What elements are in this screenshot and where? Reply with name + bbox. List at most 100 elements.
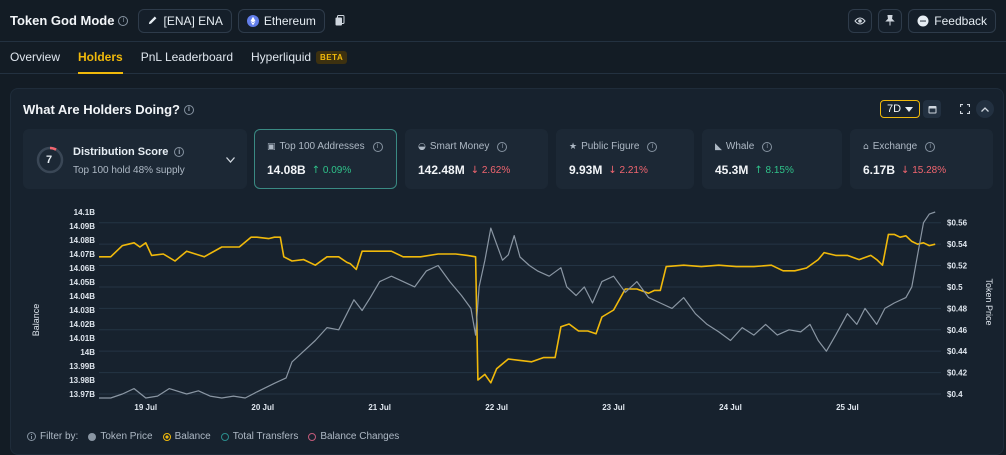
chevron-up-icon — [981, 106, 989, 112]
eye-icon — [854, 17, 866, 24]
y-tick-label: 13.99B — [69, 362, 95, 371]
watch-button[interactable] — [848, 8, 873, 33]
holders-panel: What Are Holders Doing? i 7D 7 Distribut… — [10, 88, 1004, 455]
stat-card[interactable]: ⌂ Exchange i 6.17B ↓ 15.28% — [850, 129, 993, 189]
legend-item[interactable]: Total Transfers — [220, 431, 299, 442]
score-title: Distribution Score — [73, 146, 169, 158]
arrow-down-icon: ↓ — [901, 164, 910, 176]
expand-button[interactable] — [956, 100, 974, 118]
arrow-up-icon: ↑ — [311, 164, 321, 176]
x-axis: 19 Jul 20 Jul 21 Jul 22 Jul 23 Jul 24 Jul 25 J… — [134, 403, 858, 412]
y2-tick-label: $0.46 — [947, 326, 968, 335]
pin-button[interactable] — [878, 8, 903, 33]
distribution-score-card[interactable]: 7 Distribution Score i Top 100 hold 48% … — [23, 129, 247, 189]
tab-label: Holders — [78, 50, 123, 64]
series-line-token-price — [99, 211, 936, 399]
panel-title-text: What Are Holders Doing? — [23, 102, 180, 117]
tab-overview[interactable]: Overview — [10, 41, 60, 73]
card-change-value: 8.15% — [765, 164, 794, 176]
legend-label: Balance Changes — [320, 431, 400, 442]
panel-title: What Are Holders Doing? i — [23, 102, 194, 117]
card-value: 14.08B — [267, 163, 306, 177]
chart-legend: Filter by: Token Price Balance Total Trans… — [27, 431, 399, 442]
y-tick-label: 14.01B — [69, 334, 95, 343]
card-value: 9.93M — [569, 163, 603, 177]
info-icon[interactable]: i — [497, 141, 508, 152]
tab-hyperliquid[interactable]: Hyperliquid BETA — [251, 41, 348, 73]
card-change-value: 2.21% — [619, 164, 648, 176]
pin-icon — [885, 15, 896, 26]
legend-swatch — [220, 432, 229, 441]
collapse-button[interactable] — [976, 100, 994, 118]
stat-card[interactable]: ▣ Top 100 Addresses i 14.08B ↑ 0.09% — [254, 129, 397, 189]
y-tick-label: 14.07B — [69, 250, 95, 259]
card-label-row: ▣ Top 100 Addresses i — [267, 141, 383, 152]
arrow-down-icon: ↓ — [470, 164, 480, 176]
beta-badge: BETA — [316, 50, 348, 64]
x-tick-label: 25 Jul — [836, 403, 859, 412]
y-tick-label: 14.06B — [69, 264, 95, 273]
score-gauge — [36, 146, 64, 174]
legend-label: Total Transfers — [232, 431, 299, 442]
legend-item[interactable]: Balance Changes — [308, 431, 399, 442]
copy-icon[interactable] — [335, 15, 345, 26]
card-change: ↑ 0.09% — [312, 165, 352, 176]
stat-card[interactable]: ◣ Whale i 45.3M ↑ 8.15% — [702, 129, 842, 189]
chat-icon — [917, 15, 929, 26]
y2-tick-label: $0.48 — [947, 304, 968, 313]
card-value-row: 142.48M ↓ 2.62% — [418, 163, 510, 177]
legend-item[interactable]: Token Price — [88, 431, 153, 442]
card-label-row: ◣ Whale i — [715, 141, 773, 152]
time-range-select[interactable]: 7D — [880, 100, 920, 118]
card-value-row: 45.3M ↑ 8.15% — [715, 163, 794, 177]
address-book-icon: ▣ — [267, 141, 276, 152]
info-icon[interactable]: i — [647, 141, 658, 152]
card-value: 142.48M — [418, 163, 465, 177]
stat-card[interactable]: ★ Public Figure i 9.93M ↓ 2.21% — [556, 129, 694, 189]
calendar-button[interactable] — [923, 100, 941, 118]
card-value-row: 6.17B ↓ 15.28% — [863, 163, 946, 177]
bank-icon: ⌂ — [863, 141, 869, 152]
chevron-down-icon[interactable] — [226, 157, 235, 163]
y-tick-label: 13.98B — [69, 376, 95, 385]
y-tick-label: 14.02B — [69, 320, 95, 329]
y2-tick-label: $0.5 — [947, 283, 963, 292]
y-tick-label: 14.03B — [69, 306, 95, 315]
card-change-value: 0.09% — [322, 164, 352, 176]
tab-bar: Overview Holders PnL Leaderboard Hyperli… — [0, 42, 1006, 74]
tab-label: PnL Leaderboard — [140, 50, 233, 64]
score-subtitle: Top 100 hold 48% supply — [73, 165, 185, 176]
info-icon[interactable]: i — [762, 141, 773, 152]
y-tick-label: 13.97B — [69, 390, 95, 399]
y-tick-label: 14B — [80, 348, 95, 357]
tab-pnl-leaderboard[interactable]: PnL Leaderboard — [141, 41, 233, 73]
legend-item[interactable]: Balance — [162, 431, 211, 442]
stat-card[interactable]: ◒ Smart Money i 142.48M ↓ 2.62% — [405, 129, 548, 189]
tab-holders[interactable]: Holders — [78, 41, 123, 74]
legend-label: Token Price — [100, 431, 153, 442]
info-icon[interactable]: i — [372, 141, 383, 152]
card-change: ↓ 2.21% — [608, 165, 648, 176]
x-tick-label: 23 Jul — [602, 403, 625, 412]
card-change: ↓ 15.28% — [901, 165, 946, 176]
chain-selector-button[interactable]: Ethereum — [237, 8, 325, 33]
info-icon[interactable]: i — [183, 104, 194, 115]
card-label: Smart Money — [429, 141, 490, 152]
token-label: [ENA] ENA — [163, 13, 223, 28]
x-tick-label: 24 Jul — [719, 403, 742, 412]
card-change: ↑ 8.15% — [754, 165, 794, 176]
expand-icon — [960, 104, 970, 114]
token-selector-button[interactable]: [ENA] ENA — [138, 8, 232, 33]
x-tick-label: 20 Jul — [251, 403, 274, 412]
info-icon[interactable]: i — [118, 15, 129, 26]
holders-chart[interactable]: 14.1B 14.09B 14.08B 14.07B 14.06B 14.05B 14.04… — [11, 202, 1005, 427]
feedback-label: Feedback — [934, 13, 987, 28]
card-value: 45.3M — [715, 163, 749, 177]
info-icon[interactable]: i — [925, 141, 936, 152]
card-label: Exchange — [872, 141, 918, 152]
x-tick-label: 22 Jul — [485, 403, 508, 412]
card-label: Whale — [725, 141, 755, 152]
feedback-button[interactable]: Feedback — [908, 8, 996, 33]
info-icon[interactable]: i — [174, 147, 185, 157]
whale-icon: ◣ — [715, 141, 722, 152]
